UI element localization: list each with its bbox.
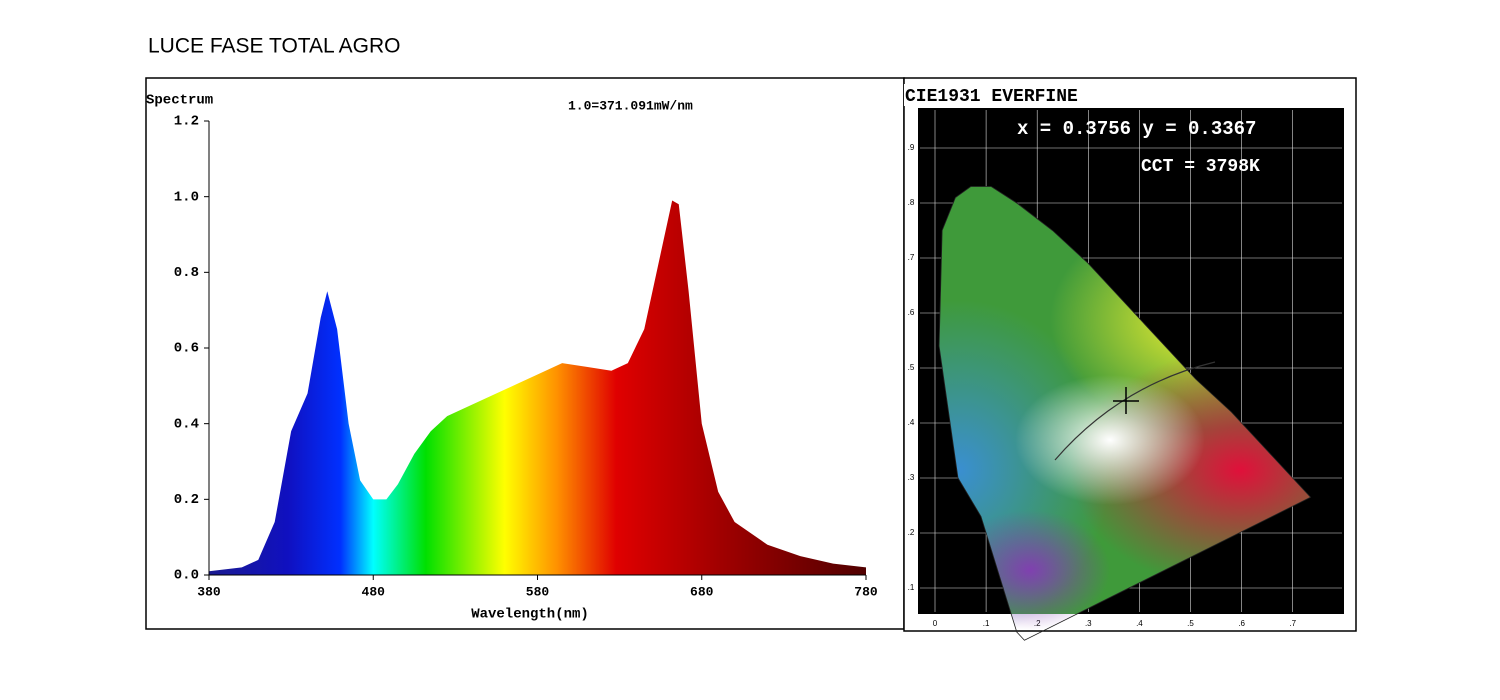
cie-y-tick-label: .7 <box>908 253 915 262</box>
cie-y-tick-label: .5 <box>908 363 915 372</box>
cie-x-tick-label: .5 <box>1187 619 1194 628</box>
cie-x-tick-label: .3 <box>1085 619 1092 628</box>
y-tick-label: 1.0 <box>174 189 199 205</box>
cie-y-tick-label: .2 <box>908 528 915 537</box>
cie-x-tick-label: .4 <box>1136 619 1143 628</box>
cie-white <box>1015 375 1205 505</box>
spectrum-area <box>209 200 866 575</box>
y-tick-label: 1.2 <box>174 114 199 130</box>
x-tick-label: 380 <box>197 584 221 599</box>
y-tick-label: 0.8 <box>174 265 199 281</box>
cie-y-tick-label: .8 <box>908 198 915 207</box>
cie-x-tick-label: 0 <box>933 619 938 628</box>
cie-y-tick-label: .9 <box>908 143 915 152</box>
cie-coordinates: x = 0.3756 y = 0.3367 <box>1017 118 1256 140</box>
cie-x-tick-label: .6 <box>1238 619 1245 628</box>
x-tick-label: 780 <box>854 584 878 599</box>
cie-y-tick-label: .6 <box>908 308 915 317</box>
cie-title-bg <box>904 84 1138 106</box>
x-axis-title: Wavelength(nm) <box>471 607 589 623</box>
y-tick-label: 0.6 <box>174 341 199 357</box>
y-tick-label: 0.4 <box>174 416 199 432</box>
cie-x-tick-label: .7 <box>1289 619 1296 628</box>
x-tick-label: 480 <box>362 584 386 599</box>
spectrum-plot: 0.0 0.2 0.4 0.6 0.8 1.0 1.2 380 480 580 680 780 <box>174 114 878 600</box>
cie-x-tick-label: .1 <box>983 619 990 628</box>
annotation: 1.0=371.091mW/nm <box>568 98 693 113</box>
planckian-locus <box>1054 361 1216 461</box>
x-tick-label: 580 <box>526 584 550 599</box>
page-title: LUCE FASE TOTAL AGRO <box>148 35 400 58</box>
y-tick-label: 0.0 <box>174 568 199 584</box>
cie-title: CIE1931 EVERFINE <box>905 87 1078 107</box>
cie-y-tick-label: .3 <box>908 473 915 482</box>
cie-y-tick-label: .1 <box>908 583 915 592</box>
cie-cct: CCT = 3798K <box>1141 157 1260 177</box>
axis-title: Spectrum <box>146 93 213 109</box>
cie-locus <box>938 186 1312 641</box>
cie-y-tick-label: .4 <box>908 418 915 427</box>
x-tick-label: 680 <box>690 584 714 599</box>
y-tick-label: 0.2 <box>174 492 199 508</box>
